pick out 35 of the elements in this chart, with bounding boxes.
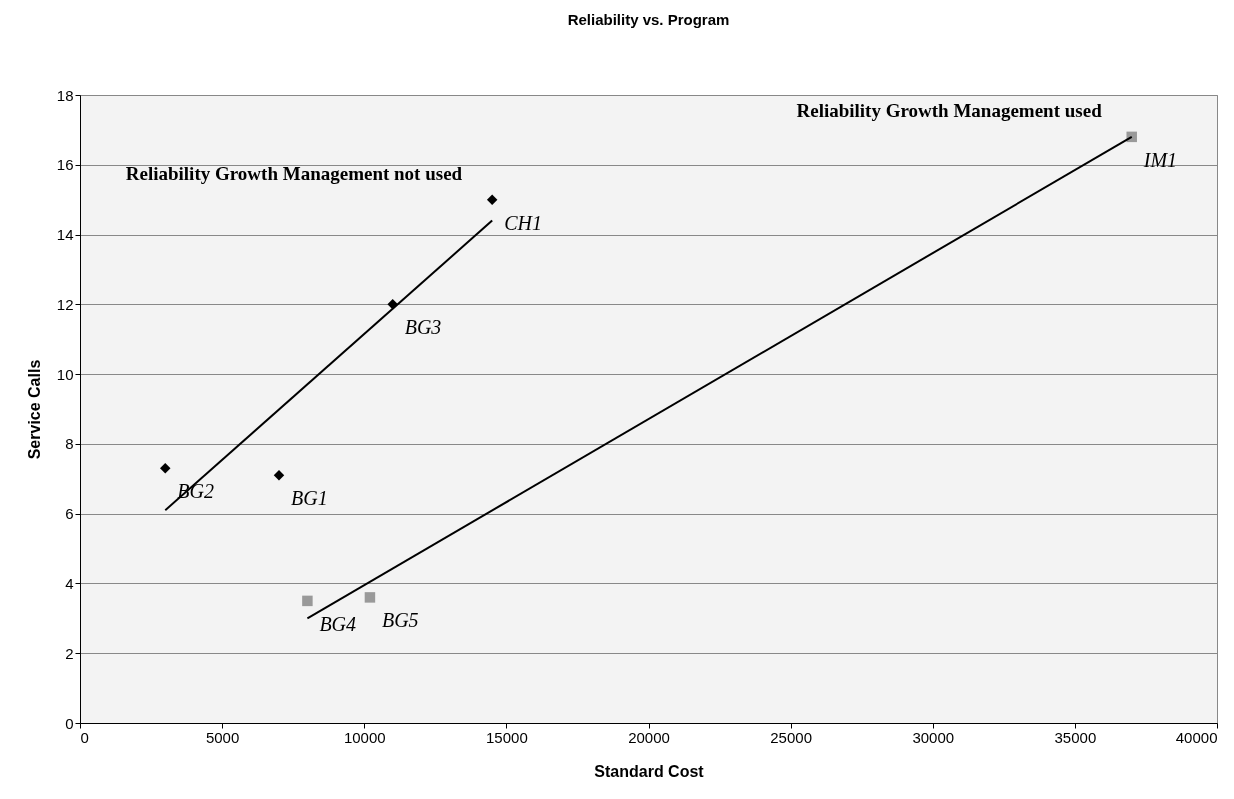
annotation: BG1 bbox=[290, 487, 328, 510]
annotation: BG4 bbox=[319, 612, 357, 635]
point bbox=[364, 592, 376, 603]
series-label: Reliability Growth Management used bbox=[796, 99, 1103, 121]
annotation: BG5 bbox=[381, 609, 419, 632]
y-tick-label: 18 bbox=[56, 86, 74, 104]
y-tick-label: 12 bbox=[56, 295, 74, 313]
x-tick-label: 10000 bbox=[343, 728, 386, 746]
y-tick-label: 4 bbox=[65, 574, 74, 592]
x-tick-label: 35000 bbox=[1054, 728, 1097, 746]
x-tick-label: 5000 bbox=[205, 728, 240, 746]
y-tick-label: 16 bbox=[56, 156, 74, 174]
point bbox=[273, 470, 285, 481]
x-tick-label: 25000 bbox=[770, 728, 812, 746]
annotation: CH1 bbox=[504, 211, 542, 234]
y-tick-label: 6 bbox=[65, 505, 74, 523]
y-tick-label: 8 bbox=[65, 435, 74, 453]
x-axis-title: Standard Cost bbox=[594, 762, 705, 780]
x-tick-label: 0 bbox=[80, 728, 89, 746]
y-tick-label: 10 bbox=[56, 365, 74, 383]
point bbox=[486, 194, 498, 205]
x-tick-label: 20000 bbox=[628, 728, 670, 746]
y-tick-label: 14 bbox=[56, 226, 74, 244]
x-tick-label: 40000 bbox=[1175, 728, 1218, 746]
x-tick-label: 30000 bbox=[912, 728, 955, 746]
point bbox=[302, 595, 313, 607]
y-tick-label: 2 bbox=[65, 644, 74, 662]
annotation: IM1 bbox=[1142, 148, 1178, 171]
annotation: BG3 bbox=[404, 316, 442, 339]
x-tick-label: 15000 bbox=[486, 728, 528, 746]
chart-title: Reliability vs. Program bbox=[567, 11, 730, 28]
y-tick-label: 0 bbox=[65, 714, 74, 732]
series-label: Reliability Growth Management not used bbox=[125, 162, 463, 184]
y-axis-title: Service Calls bbox=[25, 359, 43, 460]
point bbox=[160, 463, 171, 474]
